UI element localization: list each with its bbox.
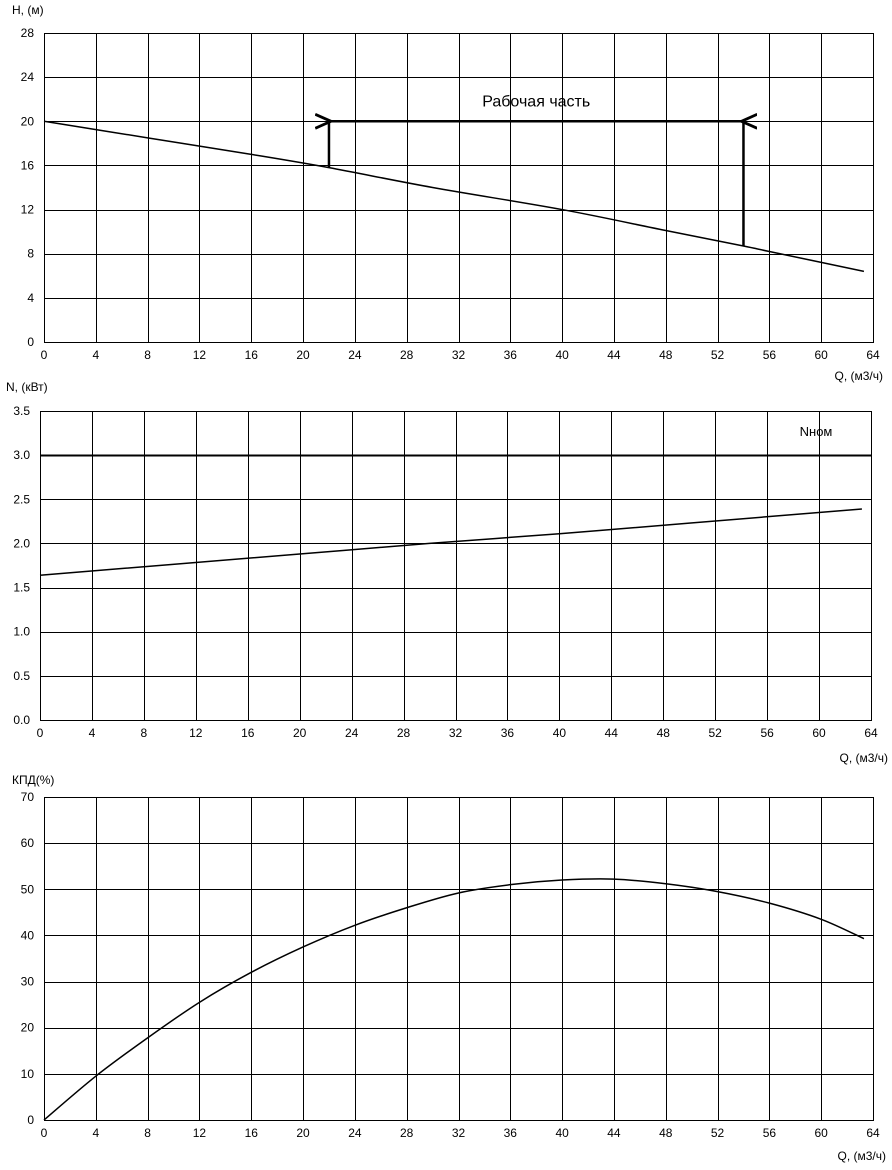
- y-tick-label: 0.0: [13, 713, 30, 727]
- x-tick-label: 28: [400, 348, 414, 362]
- y-tick-label: 2.0: [13, 536, 30, 550]
- x-tick-label: 44: [607, 1126, 621, 1140]
- y-tick-label: 0.5: [13, 669, 30, 683]
- y-tick-label: 3.0: [13, 448, 30, 462]
- x-tick-label: 60: [815, 348, 829, 362]
- x-tick-label: 32: [452, 1126, 466, 1140]
- y-tick-label: 50: [21, 882, 35, 896]
- chart-efficiency: 0 4 8 12 16 20 24 28 32 36 40 44 48 52 56 60 64010203040…: [12, 773, 886, 1163]
- x-tick-label: 16: [241, 726, 255, 740]
- x-tick-label: 64: [866, 1126, 880, 1140]
- x-tick-label: 8: [144, 348, 151, 362]
- y-axis-label: H, (м): [12, 3, 44, 17]
- x-tick-label: 20: [296, 1126, 310, 1140]
- x-axis-label: Q, (м3/ч): [839, 751, 888, 765]
- x-tick-label: 48: [659, 348, 673, 362]
- x-tick-label: 36: [504, 348, 518, 362]
- x-axis-label: Q, (м3/ч): [837, 1149, 886, 1163]
- x-tick-label: 16: [245, 1126, 259, 1140]
- x-tick-label: 20: [293, 726, 307, 740]
- x-tick-label: 44: [605, 726, 619, 740]
- x-tick-label: 64: [866, 348, 880, 362]
- series-line-efficiency: [43, 878, 865, 1121]
- x-tick-label: 12: [189, 726, 203, 740]
- x-tick-label: 48: [657, 726, 671, 740]
- x-tick-label: 52: [711, 1126, 725, 1140]
- grid: [44, 797, 874, 1121]
- x-tick-label: 60: [812, 726, 826, 740]
- x-tick-label: 56: [763, 1126, 777, 1140]
- x-tick-label: 0: [41, 1126, 48, 1140]
- y-tick-label: 3.5: [13, 404, 30, 418]
- x-tick-label: 56: [763, 348, 777, 362]
- y-tick-label: 40: [21, 928, 35, 942]
- x-tick-label: 4: [92, 348, 99, 362]
- x-tick-label: 28: [397, 726, 411, 740]
- x-tick-label: 8: [144, 1126, 151, 1140]
- x-tick-label: 24: [345, 726, 359, 740]
- working-range-label: Рабочая часть: [482, 93, 590, 110]
- chart-head: 0 4 8 12 16 20 24 28 32 36 40 44 48 52 56 60 64048121620…: [12, 3, 883, 383]
- y-axis-label: КПД(%): [12, 773, 54, 787]
- y-tick-label: 8: [27, 247, 34, 261]
- x-tick-label: 48: [659, 1126, 673, 1140]
- x-tick-label: 36: [504, 1126, 518, 1140]
- x-tick-label: 32: [452, 348, 466, 362]
- y-tick-label: 16: [21, 158, 35, 172]
- y-tick-label: 1.0: [13, 625, 30, 639]
- chart-power: 0 4 8 12 16 20 24 28 32 36 40 44 48 52 56 60 640.00.51.0…: [6, 380, 888, 765]
- series-line-power: [39, 508, 862, 576]
- y-tick-label: 12: [21, 203, 35, 217]
- x-tick-label: 40: [553, 726, 567, 740]
- y-tick-label: 4: [27, 291, 34, 305]
- x-tick-label: 64: [864, 726, 878, 740]
- x-tick-label: 40: [555, 348, 569, 362]
- x-tick-label: 28: [400, 1126, 414, 1140]
- y-tick-label: 60: [21, 836, 35, 850]
- y-tick-label: 0: [27, 335, 34, 349]
- plot-frame: [44, 797, 874, 1121]
- grid: [44, 33, 874, 343]
- x-tick-label: 24: [348, 1126, 362, 1140]
- y-tick-label: 1.5: [13, 581, 30, 595]
- x-tick-label: 0: [37, 726, 44, 740]
- x-tick-label: 20: [296, 348, 310, 362]
- x-tick-label: 12: [193, 348, 207, 362]
- x-axis-label: Q, (м3/ч): [834, 369, 883, 383]
- x-tick-label: 0: [41, 348, 48, 362]
- x-tick-label: 52: [709, 726, 723, 740]
- x-tick-label: 12: [193, 1126, 207, 1140]
- y-tick-label: 28: [21, 26, 35, 40]
- reference-line-label: Nном: [800, 424, 833, 439]
- y-tick-label: 0: [27, 1113, 34, 1127]
- y-tick-label: 30: [21, 975, 35, 989]
- x-tick-label: 4: [89, 726, 96, 740]
- y-tick-label: 70: [21, 790, 35, 804]
- x-tick-label: 44: [607, 348, 621, 362]
- y-tick-label: 24: [21, 70, 35, 84]
- y-tick-label: 2.5: [13, 492, 30, 506]
- series-line-head: [43, 120, 865, 273]
- x-tick-label: 16: [245, 348, 259, 362]
- x-tick-label: 36: [501, 726, 515, 740]
- y-tick-label: 20: [21, 1021, 35, 1035]
- y-axis-label: N, (кВт): [6, 380, 48, 394]
- x-tick-label: 24: [348, 348, 362, 362]
- x-tick-label: 40: [555, 1126, 569, 1140]
- x-tick-label: 4: [92, 1126, 99, 1140]
- plot-frame: [44, 33, 874, 343]
- x-tick-label: 8: [141, 726, 148, 740]
- x-tick-label: 32: [449, 726, 463, 740]
- x-tick-label: 52: [711, 348, 725, 362]
- y-tick-label: 20: [21, 114, 35, 128]
- x-tick-label: 56: [760, 726, 774, 740]
- plot-frame: [40, 411, 872, 721]
- y-tick-label: 10: [21, 1067, 35, 1081]
- x-tick-label: 60: [815, 1126, 829, 1140]
